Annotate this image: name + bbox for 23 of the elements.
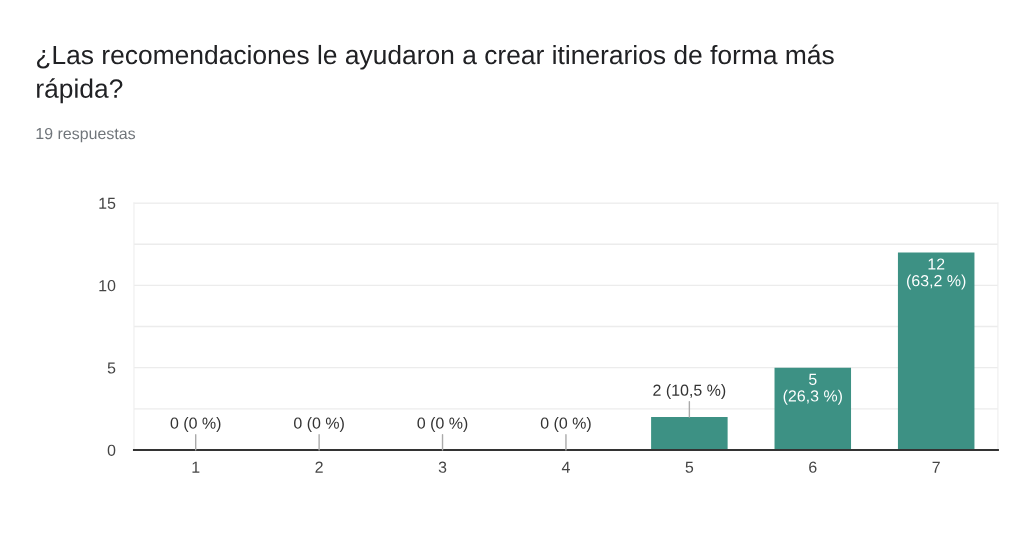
data-label: 0 (0 %) (170, 417, 221, 432)
data-label: 0 (0 %) (417, 417, 468, 432)
data-label: 12 (63,2 %) (907, 258, 966, 290)
x-tick-label: 1 (192, 461, 200, 473)
x-tick-label: 4 (561, 461, 570, 473)
x-tick-label: 6 (809, 461, 817, 473)
chart-title: ¿Las recomendaciones le ayudaron a crear itinerarios de forma más rápida? (37, 44, 834, 104)
y-tick-label: 5 (107, 362, 116, 374)
x-tick-label: 5 (685, 461, 694, 473)
y-tick-label: 10 (99, 279, 116, 292)
data-label: 2 (10,5 %) (653, 384, 726, 399)
data-label: 0 (0 %) (540, 417, 591, 432)
x-tick-label: 2 (315, 461, 323, 473)
bar (651, 417, 728, 450)
data-label: 5 (26,3 %) (783, 373, 842, 405)
chart-subtitle: 19 respuestas (36, 127, 136, 143)
x-tick-label: 7 (932, 461, 940, 473)
x-tick-label: 3 (438, 461, 447, 473)
y-tick-label: 15 (99, 197, 116, 209)
data-label: 0 (0 %) (294, 417, 344, 432)
bar (774, 367, 852, 450)
y-tick-label: 0 (107, 444, 116, 456)
bar (897, 252, 975, 450)
